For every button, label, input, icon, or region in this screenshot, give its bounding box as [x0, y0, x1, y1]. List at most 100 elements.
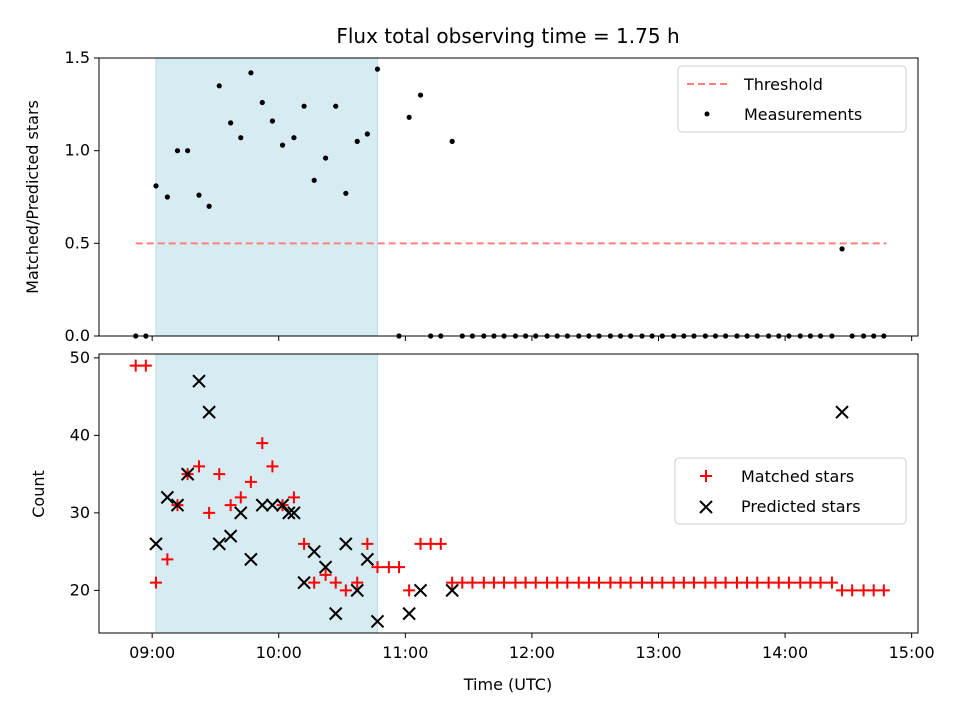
x-tick-label: 10:00	[256, 643, 302, 662]
matched-star-point	[224, 499, 237, 512]
matched-star-point	[814, 576, 827, 589]
matched-star-point	[203, 506, 216, 519]
predicted-star-point	[297, 575, 311, 590]
matched-star-point	[614, 576, 627, 589]
predicted-star-point	[329, 606, 343, 621]
bottom-y-tick-label: 30	[70, 503, 90, 522]
matched-star-point	[149, 576, 162, 589]
matched-star-point	[351, 576, 364, 589]
measurement-point	[238, 135, 244, 141]
matched-star-point	[604, 576, 617, 589]
matched-star-point	[877, 584, 890, 597]
predicted-star-point	[202, 405, 216, 419]
bottom-legend-box	[674, 457, 907, 525]
predicted-star-point	[287, 506, 301, 520]
x-tick-label: 15:00	[889, 643, 935, 662]
matched-star-point	[687, 576, 700, 589]
measurement-point	[301, 103, 307, 109]
axis-ticks: 0.0 0.5 1.0 1.5 20 30 40 50 09:00 10:00 11:00 12:00…	[65, 48, 935, 662]
matched-star-point	[751, 576, 764, 589]
predicted-star-point	[360, 552, 375, 567]
matched-star-point	[339, 584, 352, 597]
matched-star-point	[762, 576, 775, 589]
matched-star-point	[699, 576, 712, 589]
matched-star-point	[393, 561, 406, 574]
x-tick-label: 09:00	[129, 643, 175, 662]
matched-star-point	[582, 576, 595, 589]
matched-star-point	[466, 576, 479, 589]
matched-star-point	[477, 576, 490, 589]
matched-star-point	[825, 576, 838, 589]
predicted-star-point	[255, 498, 270, 512]
predicted-star-point	[402, 606, 416, 621]
predicted-star-point	[234, 506, 248, 520]
legend-matched-label: Matched stars	[741, 467, 854, 486]
matched-star-point	[794, 576, 807, 589]
measurement-point	[417, 92, 424, 98]
top-y-axis-label: Matched/Predicted stars	[23, 100, 42, 294]
top-y-tick-label: 0.5	[65, 233, 90, 252]
matched-star-point	[741, 576, 754, 589]
measurement-point	[364, 131, 370, 137]
predicted-star-point	[212, 537, 226, 551]
predicted-star-point	[413, 583, 428, 598]
matched-star-point	[382, 561, 395, 574]
measurement-point	[185, 148, 191, 154]
x-tick-label: 13:00	[635, 643, 681, 662]
predicted-star-point	[318, 560, 333, 574]
predicted-star-point	[149, 537, 163, 551]
matched-star-point	[487, 576, 500, 589]
matched-star-point	[846, 584, 859, 597]
shaded-interval-bottom	[155, 353, 378, 634]
predicted-star-point	[339, 537, 353, 551]
bottom-legend: Matched stars Predicted stars	[674, 457, 907, 525]
measurement-point	[374, 66, 381, 72]
matched-star-point	[319, 568, 332, 581]
predicted-star-point	[307, 544, 321, 559]
chart-title: Flux total observing time = 1.75 h	[336, 24, 679, 48]
matched-star-point	[719, 576, 732, 589]
top-legend-box	[677, 65, 907, 133]
shaded-interval-top	[155, 57, 378, 337]
measurement-point	[839, 246, 845, 252]
measurement-point	[333, 103, 339, 109]
matched-star-point	[298, 537, 311, 550]
measurement-point	[291, 135, 297, 141]
matched-star-point	[371, 561, 384, 574]
matched-star-point	[709, 576, 722, 589]
matched-star-point	[456, 576, 469, 589]
matched-star-point	[498, 576, 511, 589]
top-y-tick-label: 1.5	[65, 48, 90, 67]
measurement-point	[406, 114, 412, 120]
matched-star-point	[446, 576, 459, 589]
x-tick-label: 11:00	[382, 643, 428, 662]
measurement-point	[269, 118, 276, 124]
matched-star-point	[509, 576, 522, 589]
matched-star-point	[213, 468, 226, 481]
matched-star-point	[646, 576, 659, 589]
top-axes-frame	[98, 57, 919, 337]
matched-star-point	[266, 460, 279, 473]
matched-star-point	[434, 537, 447, 550]
stars-series	[129, 359, 890, 629]
measurement-point	[279, 142, 286, 148]
matched-star-point	[287, 491, 300, 504]
measurement-point	[311, 177, 317, 183]
matched-star-point	[414, 537, 427, 550]
bottom-y-tick-label: 50	[70, 348, 90, 367]
matched-star-point	[541, 576, 554, 589]
measurement-point	[259, 99, 265, 106]
predicted-star-point	[370, 614, 385, 629]
measurement-point	[354, 138, 360, 144]
matched-star-point	[161, 553, 174, 566]
measurement-point	[228, 120, 234, 126]
measurement-point	[164, 194, 170, 200]
predicted-star-point	[265, 498, 280, 512]
bottom-axes-frame	[98, 353, 919, 634]
matched-star-point	[656, 576, 669, 589]
bottom-y-tick-label: 20	[70, 580, 90, 599]
predicted-star-point	[180, 467, 195, 481]
legend-matched-swatch	[700, 470, 712, 482]
predicted-star-point	[445, 583, 459, 598]
